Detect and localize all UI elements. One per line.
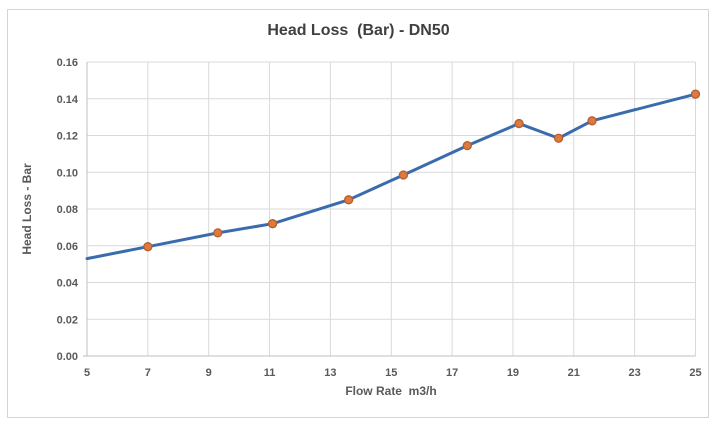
data-point-marker [690, 89, 701, 99]
data-point-marker [553, 133, 564, 143]
x-tick-label: 21 [568, 367, 580, 379]
data-point-marker [398, 170, 409, 180]
y-tick-label: 0.14 [57, 94, 79, 106]
y-tick-label: 0.16 [57, 57, 78, 69]
x-tick-label: 23 [629, 367, 641, 379]
data-point-marker [514, 118, 524, 129]
x-tick-label: 7 [145, 367, 151, 379]
y-tick-label: 0.10 [57, 167, 78, 179]
y-tick-label: 0.00 [57, 351, 78, 363]
data-point-marker [267, 219, 278, 229]
x-tick-label: 25 [689, 367, 701, 379]
chart-title: Head Loss (Bar) - DN50 [267, 22, 450, 39]
x-axis-title: Flow Rate m3/h [345, 384, 437, 398]
y-tick-label: 0.02 [57, 314, 78, 326]
y-tick-label: 0.06 [57, 241, 78, 253]
data-point-marker [143, 242, 153, 252]
y-tick-label: 0.12 [57, 131, 78, 143]
x-tick-label: 5 [84, 367, 90, 379]
x-tick-label: 9 [206, 367, 212, 379]
x-tick-label: 15 [385, 367, 397, 379]
x-tick-label: 11 [264, 367, 276, 379]
data-point-marker [587, 116, 597, 126]
chart-border [7, 9, 709, 418]
x-tick-label: 13 [324, 367, 336, 379]
x-tick-label: 19 [507, 367, 519, 379]
x-tick-label: 17 [446, 367, 458, 379]
y-tick-label: 0.08 [57, 204, 78, 216]
data-point-marker [462, 140, 472, 151]
data-point-marker [344, 195, 354, 205]
data-point-marker [213, 228, 223, 238]
y-tick-label: 0.04 [57, 278, 79, 290]
